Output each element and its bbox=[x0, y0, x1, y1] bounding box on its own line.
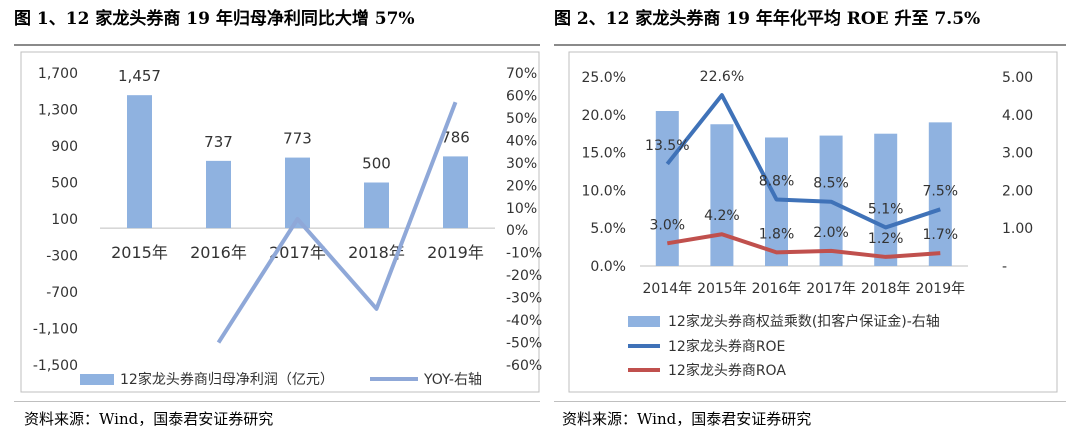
chart2-category-label: 2016年 bbox=[752, 281, 802, 297]
chart1-left-tick-label: 1,300 bbox=[38, 103, 78, 119]
chart1-category-label: 2017年 bbox=[269, 243, 326, 262]
chart2-roe-value-label: 22.6% bbox=[700, 69, 744, 85]
chart1-right-tick-label: -30% bbox=[506, 291, 542, 307]
chart1-left-tick-label: -700 bbox=[46, 285, 78, 301]
chart1-right-tick-label: 20% bbox=[506, 178, 537, 194]
chart1-left-tick-label: -300 bbox=[46, 249, 78, 265]
chart2-legend-bar-label: 12家龙头券商权益乘数(扣客户保证金)-右轴 bbox=[668, 313, 940, 330]
chart1-legend-line-label: YOY-右轴 bbox=[423, 372, 482, 388]
chart1-left-tick-label: -1,100 bbox=[33, 322, 78, 338]
chart1-bar bbox=[206, 160, 231, 229]
chart1-right-tick-label: 70% bbox=[506, 66, 537, 82]
chart2-right-tick-label: 4.00 bbox=[1002, 108, 1033, 124]
chart2-legend-roe-label: 12家龙头券商ROE bbox=[668, 338, 785, 355]
chart1-right-tick-label: 30% bbox=[506, 156, 537, 172]
chart2-bar bbox=[655, 111, 679, 267]
chart2-left-tick-label: 20.0% bbox=[582, 108, 626, 124]
chart2-category-label: 2014年 bbox=[642, 281, 692, 297]
chart1-category-label: 2019年 bbox=[427, 243, 484, 262]
chart2-right-tick-label: 3.00 bbox=[1002, 146, 1033, 162]
chart2-bar bbox=[928, 122, 952, 266]
chart1-right-tick-label: -10% bbox=[506, 246, 542, 262]
chart2-roe-value-label: 13.5% bbox=[645, 138, 689, 154]
chart2-roe-value-label: 8.8% bbox=[759, 173, 795, 189]
chart2-roe-value-label: 7.5% bbox=[923, 183, 959, 199]
chart1-right-tick-label: 60% bbox=[506, 88, 537, 104]
chart2-roe-value-label: 5.1% bbox=[868, 201, 904, 217]
chart2-legend-roa-label: 12家龙头券商ROA bbox=[668, 362, 786, 379]
chart2-roa-value-label: 3.0% bbox=[650, 217, 686, 233]
chart1-category-label: 2015年 bbox=[111, 243, 168, 262]
chart1-bar bbox=[127, 95, 152, 229]
chart1-yoy-line bbox=[216, 101, 458, 344]
chart1-bar-value-label: 500 bbox=[362, 155, 391, 173]
chart2-right-tick-label: 2.00 bbox=[1002, 183, 1033, 199]
chart2-source: 资料来源：Wind，国泰君安证券研究 bbox=[562, 410, 812, 428]
chart2-right-tick-label: 1.00 bbox=[1002, 221, 1033, 237]
chart1-source-rule bbox=[14, 401, 540, 402]
chart2-category-label: 2018年 bbox=[861, 281, 911, 297]
chart2-left-tick-label: 5.0% bbox=[590, 221, 626, 237]
chart1-legend-bar-label: 12家龙头券商归母净利润（亿元） bbox=[120, 371, 334, 388]
chart1-title: 图 1、12 家龙头券商 19 年归母净利同比大增 57% bbox=[14, 9, 415, 29]
chart2-left-tick-label: 0.0% bbox=[590, 259, 626, 275]
chart1-bar bbox=[285, 157, 310, 229]
chart2-roa-value-label: 4.2% bbox=[704, 208, 740, 224]
chart2-source-rule bbox=[554, 401, 1066, 402]
chart1-bar-value-label: 773 bbox=[283, 130, 312, 148]
chart2-left-tick-label: 10.0% bbox=[582, 183, 626, 199]
chart2-legend-bar-swatch bbox=[628, 316, 660, 327]
chart1-bar bbox=[364, 182, 389, 229]
chart1-title-rule bbox=[14, 44, 540, 46]
chart2-left-tick-label: 15.0% bbox=[582, 146, 626, 162]
chart2-roa-line bbox=[666, 232, 941, 259]
chart1-left-tick-label: 1,700 bbox=[38, 66, 78, 82]
chart1-right-tick-label: -60% bbox=[506, 358, 542, 374]
chart2-right-tick-label: - bbox=[1002, 259, 1007, 275]
chart1-right-tick-label: 40% bbox=[506, 133, 537, 149]
chart1-bar-value-label: 786 bbox=[441, 128, 470, 146]
chart2-right-tick-label: 5.00 bbox=[1002, 70, 1033, 86]
chart2-roa-value-label: 1.2% bbox=[868, 231, 904, 247]
chart1-left-tick-label: 900 bbox=[51, 139, 78, 155]
chart2-roe-line bbox=[665, 93, 941, 230]
chart1-bar bbox=[443, 156, 468, 229]
chart2-roa-value-label: 1.7% bbox=[923, 227, 959, 243]
chart1-svg: 1,7001,300900500100-300-700-1,100-1,500 … bbox=[20, 51, 542, 393]
chart1-right-tick-label: -20% bbox=[506, 268, 542, 284]
chart2-roe-value-label: 8.5% bbox=[813, 176, 849, 192]
chart1-left-tick-label: 500 bbox=[51, 176, 78, 192]
chart2-title-rule bbox=[554, 44, 1066, 46]
chart1-source: 资料来源：Wind，国泰君安证券研究 bbox=[24, 410, 274, 428]
chart1-right-tick-label: -50% bbox=[506, 336, 542, 352]
chart1-left-tick-label: -1,500 bbox=[33, 358, 78, 374]
chart2-svg: 25.0% 20.0% 15.0% 10.0% 5.0% 0.0% 5.00 4.00 3.0… bbox=[568, 51, 1058, 393]
chart1-legend-bar-swatch bbox=[80, 374, 114, 385]
chart1-right-tick-label: 50% bbox=[506, 111, 537, 127]
chart1-left-tick-label: 100 bbox=[51, 212, 78, 228]
chart2-category-label: 2017年 bbox=[806, 281, 856, 297]
chart1-right-tick-label: 0% bbox=[506, 223, 528, 239]
chart1-bar-value-label: 1,457 bbox=[118, 67, 161, 85]
chart2-left-tick-label: 25.0% bbox=[582, 70, 626, 86]
chart2-frame bbox=[568, 51, 1058, 393]
chart2-category-label: 2015年 bbox=[697, 281, 747, 297]
chart1-category-label: 2016年 bbox=[190, 243, 247, 262]
chart1-category-label: 2018年 bbox=[348, 243, 405, 262]
chart2-bar bbox=[765, 137, 788, 266]
chart1-bar-value-label: 737 bbox=[204, 133, 233, 151]
chart2-category-label: 2019年 bbox=[915, 281, 965, 297]
chart2-bar bbox=[874, 133, 898, 266]
chart1-right-tick-label: -40% bbox=[506, 313, 542, 329]
chart2-roa-value-label: 1.8% bbox=[759, 226, 795, 242]
chart2-roa-value-label: 2.0% bbox=[813, 225, 849, 241]
chart2-bar bbox=[710, 124, 734, 266]
chart2-title: 图 2、12 家龙头券商 19 年年化平均 ROE 升至 7.5% bbox=[554, 9, 981, 29]
chart1-right-tick-label: 10% bbox=[506, 201, 537, 217]
